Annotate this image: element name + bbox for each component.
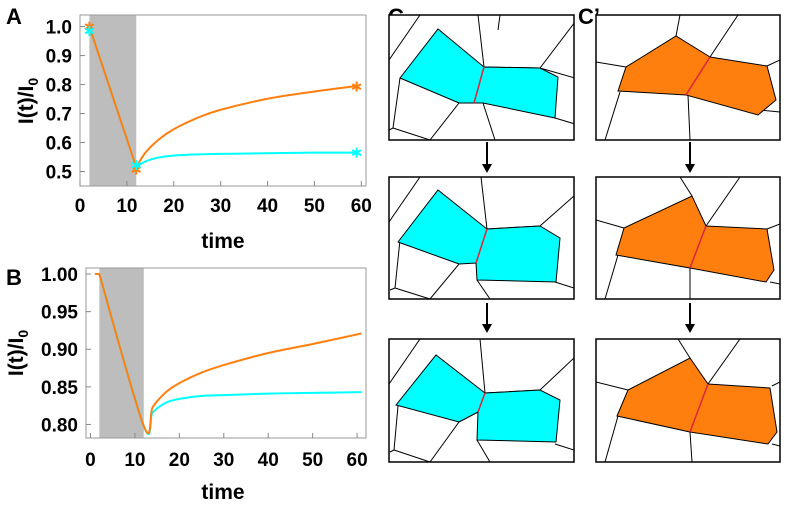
y-tick-label: 0.8 [46, 76, 72, 97]
cell-left-cp-1 [617, 35, 711, 96]
cell-edges-cp-2 [596, 177, 780, 299]
chart-b: 0.800.850.900.951.00 0 10 20 30 40 50 60 time … [5, 265, 368, 504]
x-tick-label: 30 [210, 196, 231, 217]
cell-right-c-3 [476, 389, 561, 443]
x-tick-label: 10 [124, 450, 145, 471]
series-lines-a [88, 26, 357, 170]
down-arrow-icon [482, 142, 492, 173]
x-tick-label: 0 [85, 450, 96, 471]
asterisk-marker-icon [351, 81, 362, 92]
y-ticks-a: 0.5 0.6 0.7 0.8 0.9 1.0 [46, 18, 85, 184]
panel-letter-a: A [6, 4, 22, 29]
x-tick-label: 20 [169, 450, 190, 471]
y-tick-label: 0.7 [46, 105, 72, 126]
series-line-orange [94, 273, 362, 435]
y-tick-label: 0.90 [41, 340, 78, 361]
series-lines-b [94, 273, 362, 436]
x-tick-label: 40 [258, 450, 279, 471]
y-tick-label: 0.80 [41, 415, 78, 436]
asterisk-marker-icon [84, 25, 95, 36]
cell-edges-cp-3 [596, 339, 780, 462]
shaded-region-a [89, 15, 137, 186]
x-ticks-b: 0 10 20 30 40 50 60 [85, 433, 368, 471]
x-tick-label: 10 [116, 196, 137, 217]
junction-c-2 [475, 228, 488, 264]
asterisk-marker-icon [131, 160, 142, 171]
down-arrow-icon [482, 303, 492, 333]
asterisk-marker-icon [351, 147, 362, 158]
series-line-orange [88, 26, 357, 170]
chart-a: 0.5 0.6 0.7 0.8 0.9 1.0 0 10 20 30 40 50 60 time I(… [15, 14, 372, 253]
y-tick-label: 0.95 [41, 303, 78, 324]
cell-frame-cp-3 [595, 338, 781, 463]
x-tick-label: 50 [304, 196, 325, 217]
cell-frame-cp-2 [595, 176, 781, 300]
x-tick-label: 0 [75, 196, 86, 217]
y-axis-subscript-a: 0 [25, 78, 41, 86]
junction-cp-3 [689, 383, 709, 433]
down-arrow-icon [685, 303, 695, 333]
plot-frame-a [79, 14, 367, 187]
cell-frame-c-2 [388, 176, 575, 300]
panel-letter-b: B [6, 265, 22, 290]
series-line-cyan [88, 26, 357, 169]
x-tick-label: 60 [347, 450, 368, 471]
cell-left-cp-2 [615, 195, 707, 269]
x-tick-label: 40 [257, 196, 278, 217]
cell-left-cp-3 [616, 357, 709, 433]
junction-c-3 [477, 392, 486, 413]
x-tick-label: 30 [213, 450, 234, 471]
junction-cp-1 [685, 56, 711, 96]
y-tick-label: 0.85 [41, 378, 78, 399]
y-ticks-b: 0.80 0.85 0.90 0.95 1.00 [41, 265, 91, 436]
x-tick-label: 60 [351, 196, 372, 217]
x-tick-label: 50 [302, 450, 323, 471]
y-axis-title-b: I(t)/I0 [5, 330, 31, 376]
y-tick-label: 0.5 [46, 163, 73, 184]
x-axis-title-b: time [201, 481, 244, 504]
x-axis-title-a: time [201, 230, 244, 253]
x-ticks-a: 0 10 20 30 40 50 60 [75, 181, 372, 217]
cell-edges-cp-1 [596, 15, 780, 140]
y-tick-label: 1.00 [41, 265, 78, 286]
y-tick-label: 0.9 [46, 47, 72, 68]
plot-frame-b [85, 267, 367, 439]
cell-frame-cp-1 [595, 14, 781, 141]
cell-frame-c-3 [388, 338, 575, 463]
y-tick-label: 0.6 [46, 134, 72, 155]
panel-letter-c-prime: C’ [578, 4, 600, 29]
cell-right-c-2 [475, 225, 561, 283]
y-axis-subscript-b: 0 [15, 330, 31, 338]
junction-c-1 [473, 66, 485, 104]
y-axis-title-a: I(t)/I0 [15, 78, 41, 124]
cell-frame-c-1 [388, 14, 575, 141]
x-tick-label: 20 [163, 196, 184, 217]
markers-a [84, 21, 362, 175]
junction-cp-2 [689, 225, 707, 269]
down-arrow-icon [685, 142, 695, 173]
y-tick-label: 1.0 [46, 18, 72, 39]
